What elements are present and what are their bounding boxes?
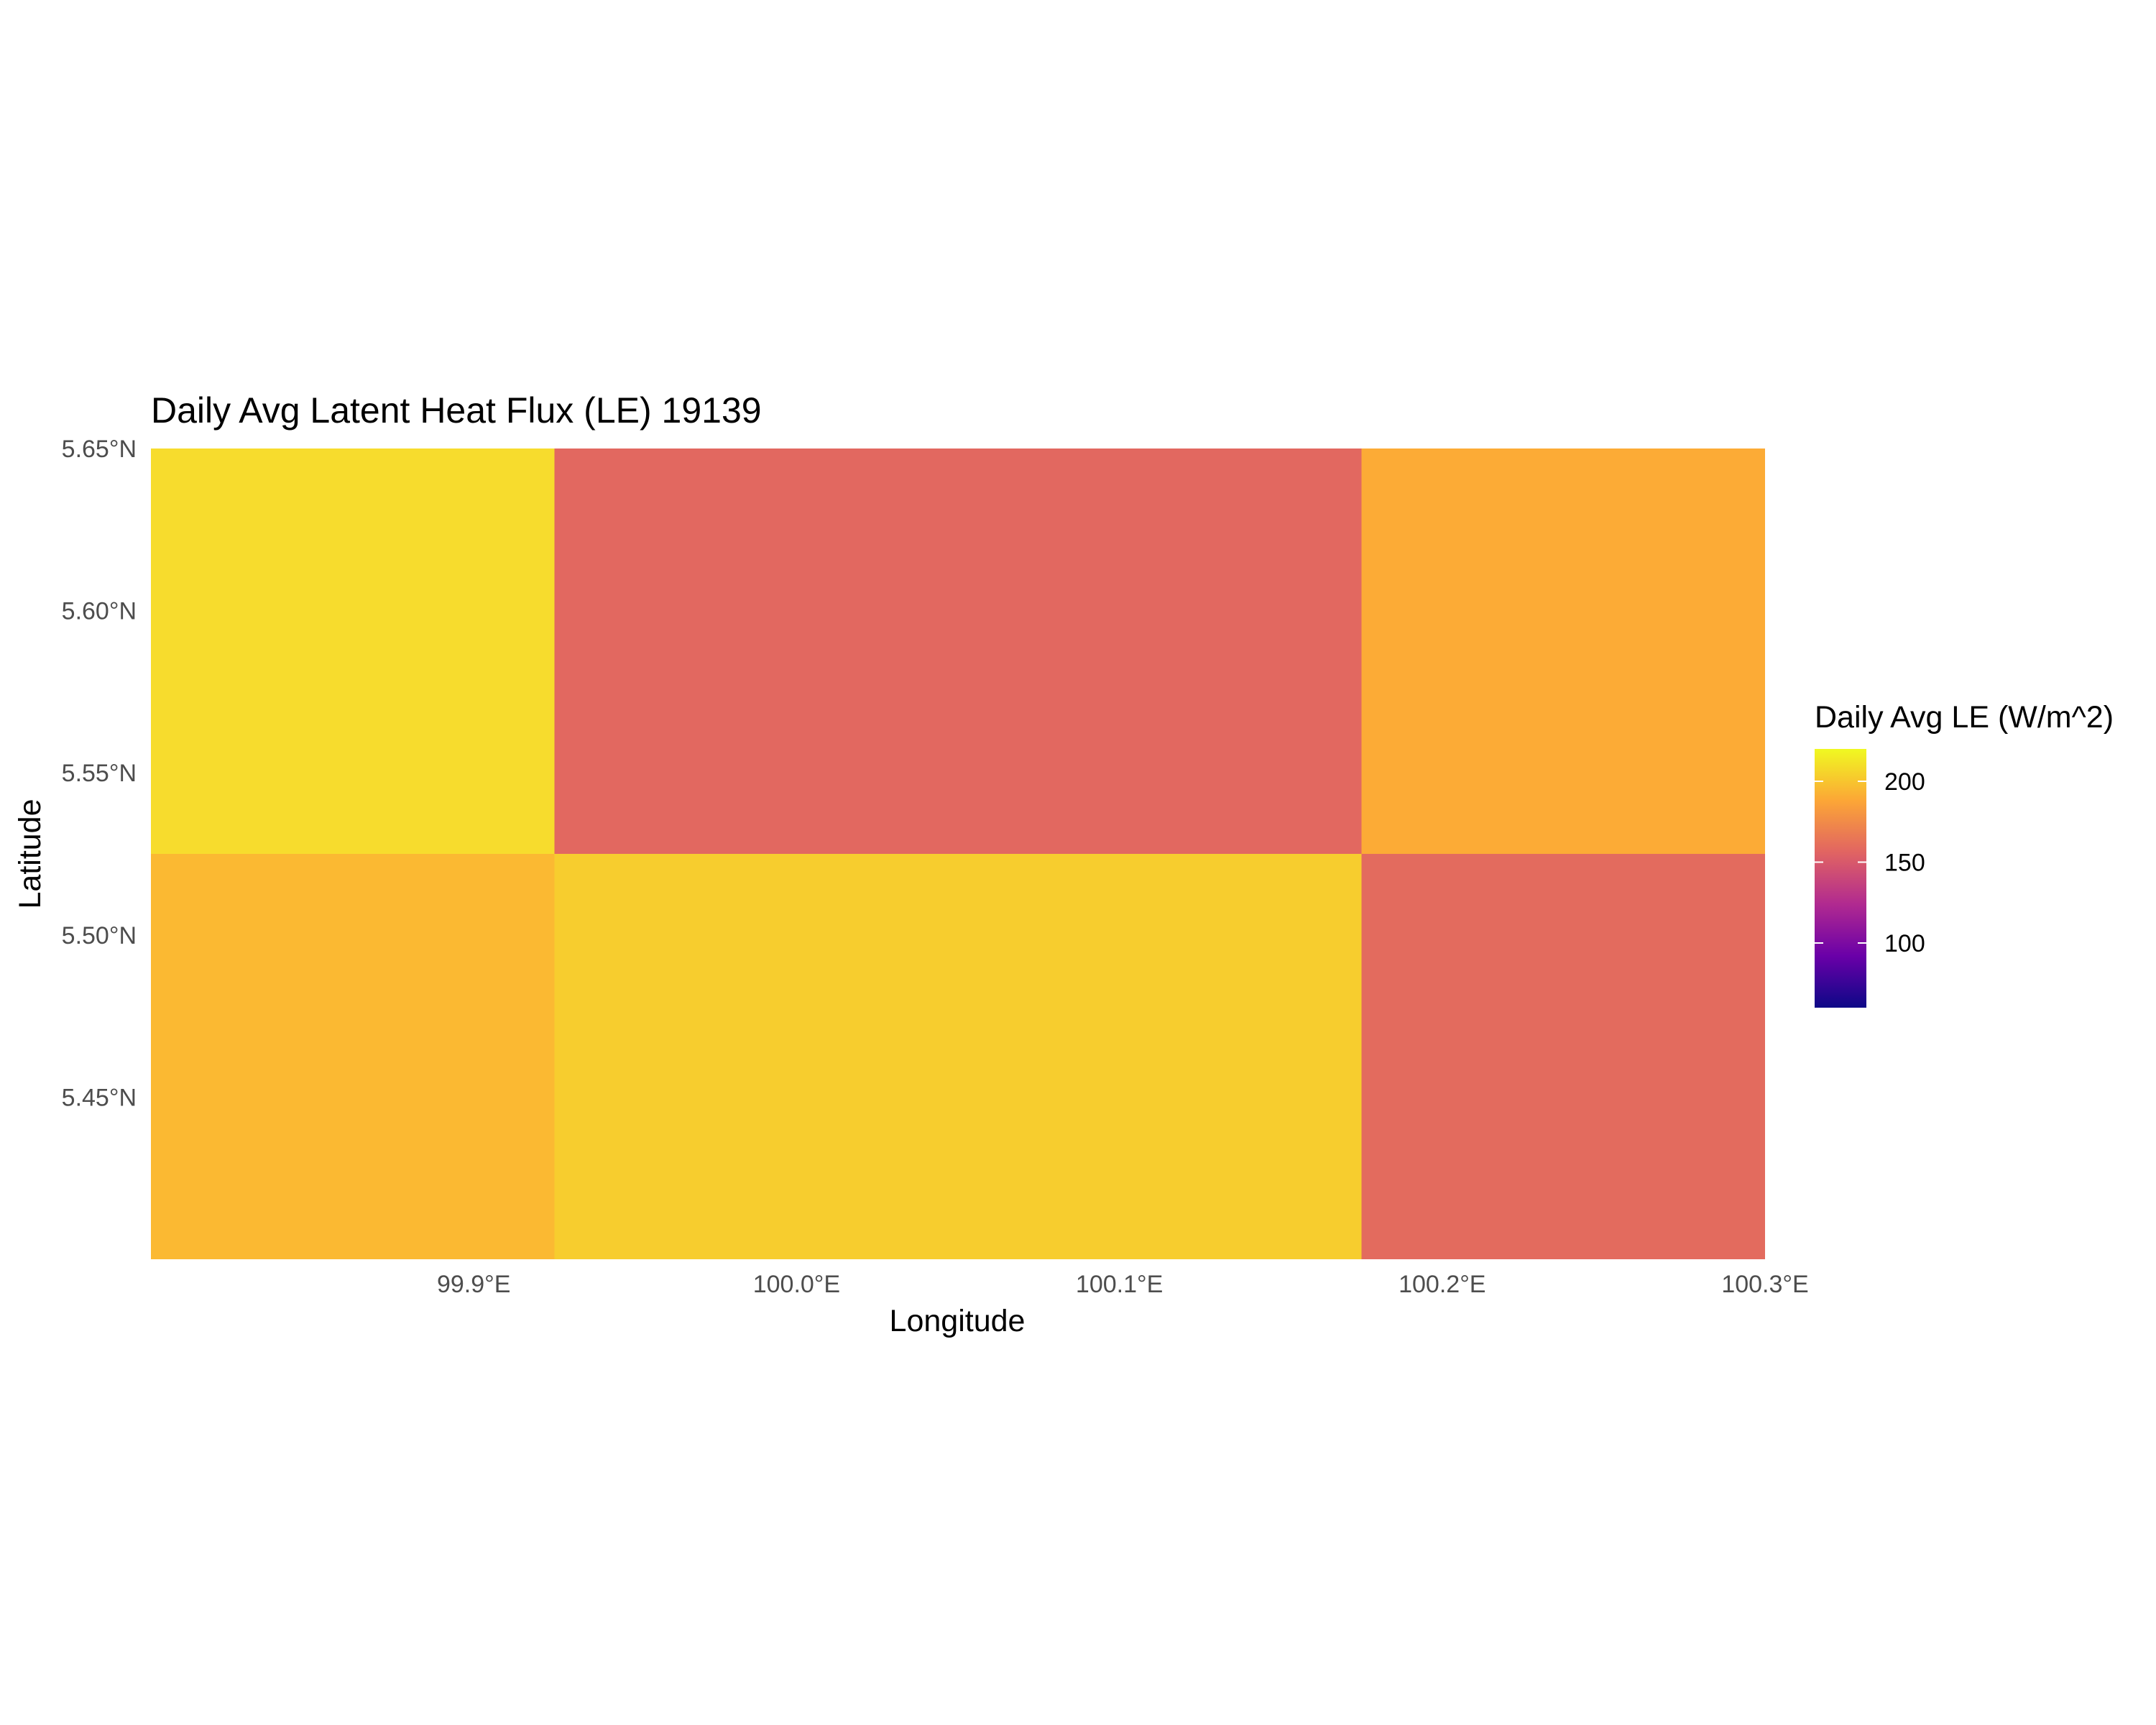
color-legend: Daily Avg LE (W/m^2) 100 150 200 xyxy=(1815,700,2114,1008)
x-tick-label: 100.1°E xyxy=(1076,1271,1163,1298)
legend-title: Daily Avg LE (W/m^2) xyxy=(1815,700,2114,735)
heatmap-cell-2 xyxy=(555,448,1362,854)
heatmap-cells xyxy=(151,448,1765,1259)
x-axis-ticks: 99.9°E 100.0°E 100.1°E 100.2°E 100.3°E xyxy=(437,1271,1809,1298)
heatmap-cell-4 xyxy=(151,854,555,1259)
chart-title: Daily Avg Latent Heat Flux (LE) 19139 xyxy=(151,390,762,431)
heatmap-cell-3 xyxy=(1362,448,1766,854)
y-tick-label: 5.45°N xyxy=(62,1084,137,1111)
x-tick-label: 100.0°E xyxy=(753,1271,840,1298)
y-axis-ticks: 5.45°N 5.50°N 5.55°N 5.60°N 5.65°N xyxy=(62,436,137,1111)
heatmap-cell-1 xyxy=(151,448,555,854)
heatmap-cell-6 xyxy=(1362,854,1766,1259)
legend-colorbar xyxy=(1815,749,1866,1008)
x-tick-label: 100.3°E xyxy=(1721,1271,1808,1298)
x-tick-label: 100.2°E xyxy=(1399,1271,1485,1298)
legend-break-label: 150 xyxy=(1884,850,1925,877)
x-axis-title: Longitude xyxy=(890,1304,1026,1338)
y-tick-label: 5.60°N xyxy=(62,598,137,625)
y-tick-label: 5.55°N xyxy=(62,760,137,787)
y-tick-label: 5.50°N xyxy=(62,922,137,949)
x-tick-label: 99.9°E xyxy=(437,1271,510,1298)
y-tick-label: 5.65°N xyxy=(62,436,137,463)
legend-break-label: 100 xyxy=(1884,930,1925,957)
y-axis-title: Latitude xyxy=(13,799,47,908)
heatmap-cell-5 xyxy=(555,854,1362,1259)
legend-break-label: 200 xyxy=(1884,768,1925,796)
